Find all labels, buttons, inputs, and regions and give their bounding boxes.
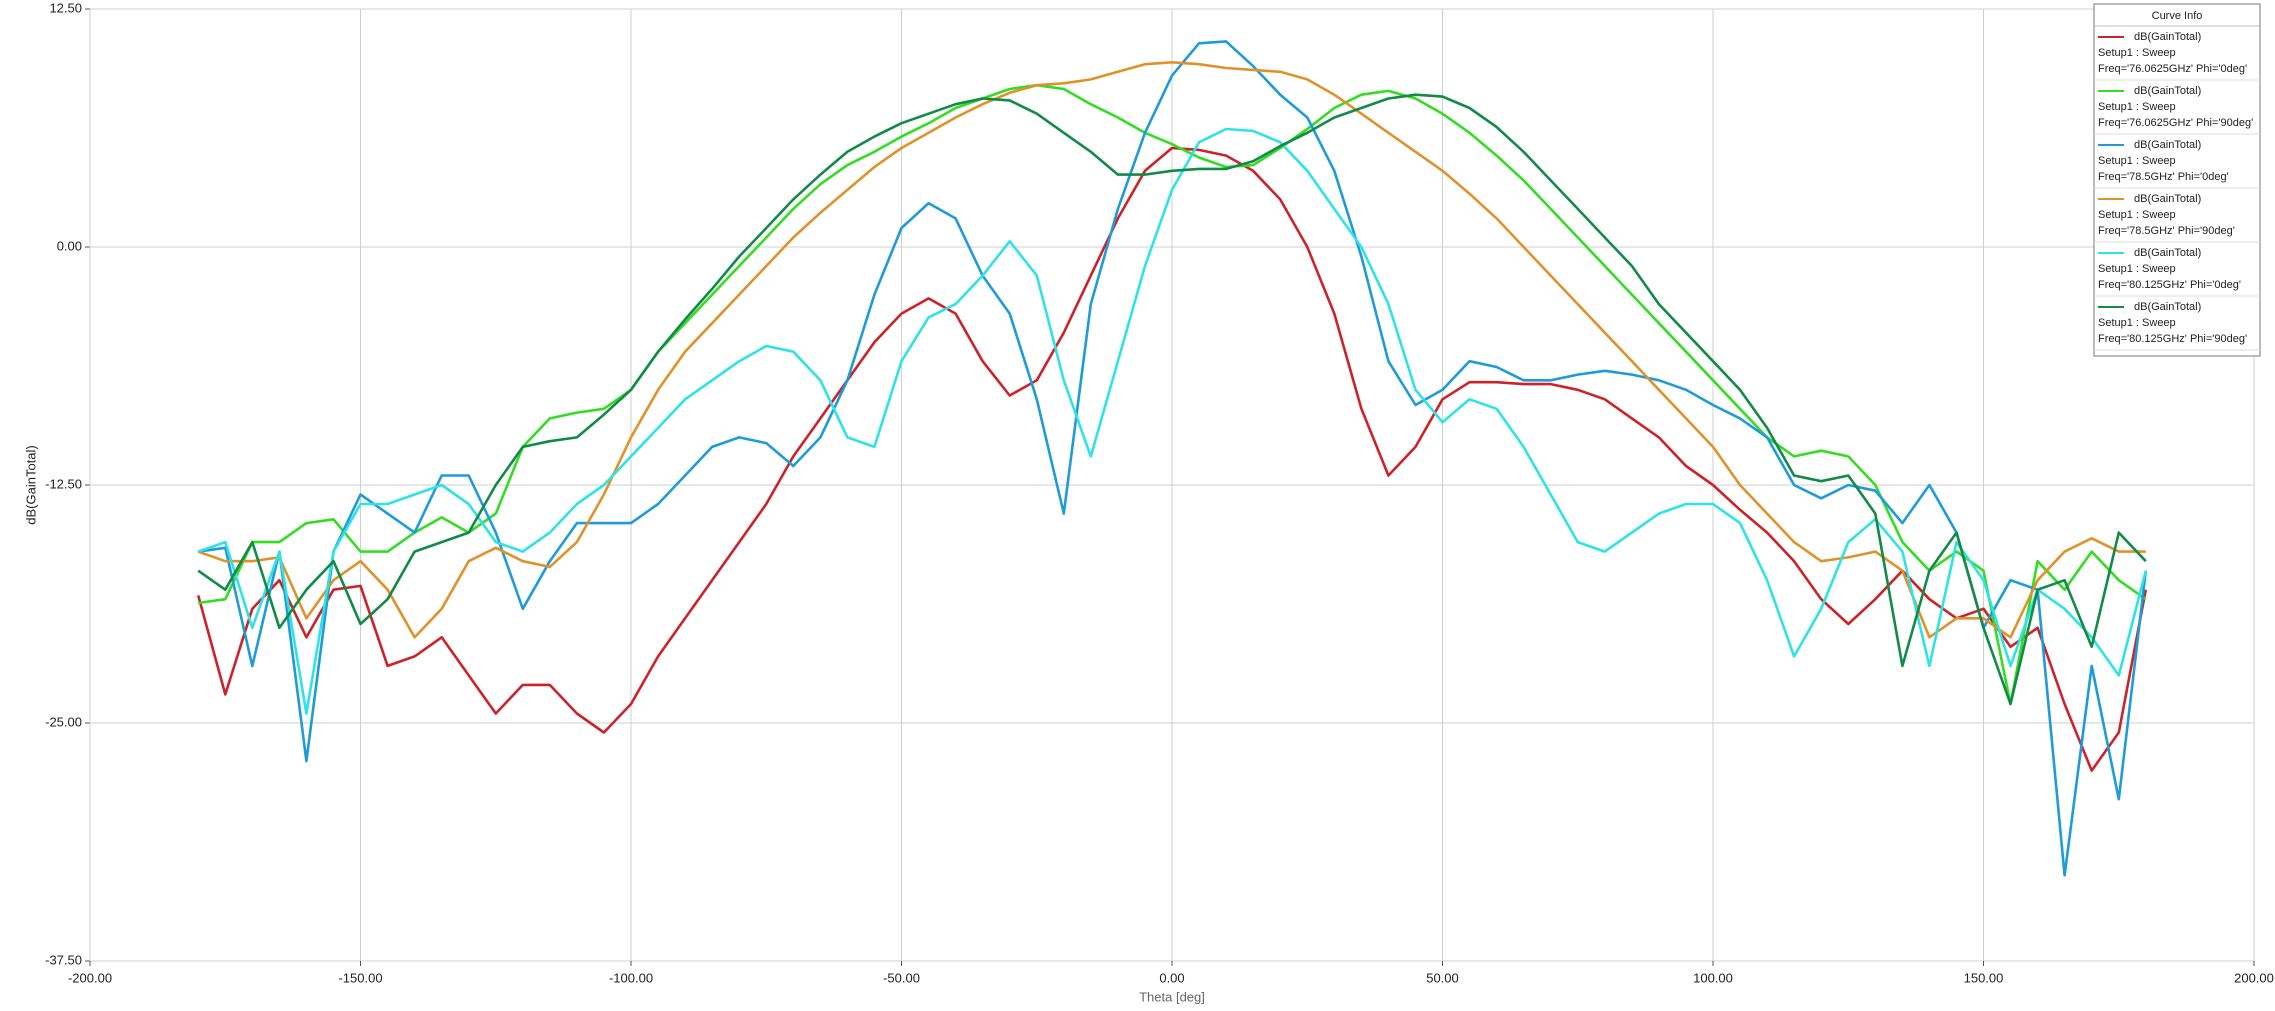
- series-line: [198, 40, 2148, 877]
- legend-label: dB(GainTotal): [2134, 247, 2201, 259]
- legend-setup: Setup1 : Sweep: [2098, 317, 2176, 329]
- x-tick-label: 100.00: [1693, 970, 1733, 985]
- series-line: [197, 93, 2147, 706]
- y-tick-label: 12.50: [49, 0, 82, 15]
- series-line: [197, 61, 2146, 639]
- legend-label: dB(GainTotal): [2134, 31, 2201, 43]
- x-tick-label: -100.00: [609, 970, 653, 985]
- legend-setup: Setup1 : Sweep: [2098, 263, 2176, 275]
- series-line: [197, 127, 2148, 715]
- legend-freq: Freq='76.0625GHz' Phi='90deg': [2098, 117, 2253, 129]
- series-line: [196, 146, 2148, 772]
- legend-freq: Freq='78.5GHz' Phi='90deg': [2098, 225, 2235, 237]
- y-tick-label: 0.00: [57, 238, 82, 253]
- legend-title: Curve Info: [2152, 10, 2203, 22]
- legend-freq: Freq='80.125GHz' Phi='0deg': [2098, 279, 2241, 291]
- legend-freq: Freq='76.0625GHz' Phi='0deg': [2098, 63, 2247, 75]
- legend: Curve Info dB(GainTotal) Setup1 : Sweep Fre…: [2093, 3, 2261, 357]
- x-tick-label: -150.00: [338, 970, 382, 985]
- x-tick-label: -50.00: [883, 970, 920, 985]
- y-axis-label: dB(GainTotal): [23, 445, 38, 524]
- legend-label: dB(GainTotal): [2134, 139, 2201, 151]
- legend-setup: Setup1 : Sweep: [2098, 209, 2176, 221]
- x-tick-label: 0.00: [1159, 970, 1184, 985]
- y-tick-label: -25.00: [45, 714, 82, 729]
- y-tick-label: -37.50: [45, 952, 82, 967]
- legend-label: dB(GainTotal): [2134, 301, 2201, 313]
- legend-box: [2093, 3, 2261, 357]
- legend-freq: Freq='80.125GHz' Phi='90deg': [2098, 333, 2247, 345]
- x-tick-label: -200.00: [68, 970, 112, 985]
- legend-setup: Setup1 : Sweep: [2098, 101, 2176, 113]
- legend-freq: Freq='78.5GHz' Phi='0deg': [2098, 171, 2229, 183]
- x-tick-label: 200.00: [2234, 970, 2274, 985]
- legend-setup: Setup1 : Sweep: [2098, 155, 2176, 167]
- x-axis-label: Theta [deg]: [1139, 989, 1205, 1004]
- legend-setup: Setup1 : Sweep: [2098, 47, 2176, 59]
- legend-label: dB(GainTotal): [2134, 85, 2201, 97]
- x-tick-label: 50.00: [1426, 970, 1459, 985]
- legend-label: dB(GainTotal): [2134, 193, 2201, 205]
- x-tick-label: 150.00: [1964, 970, 2004, 985]
- y-tick-label: -12.50: [45, 476, 82, 491]
